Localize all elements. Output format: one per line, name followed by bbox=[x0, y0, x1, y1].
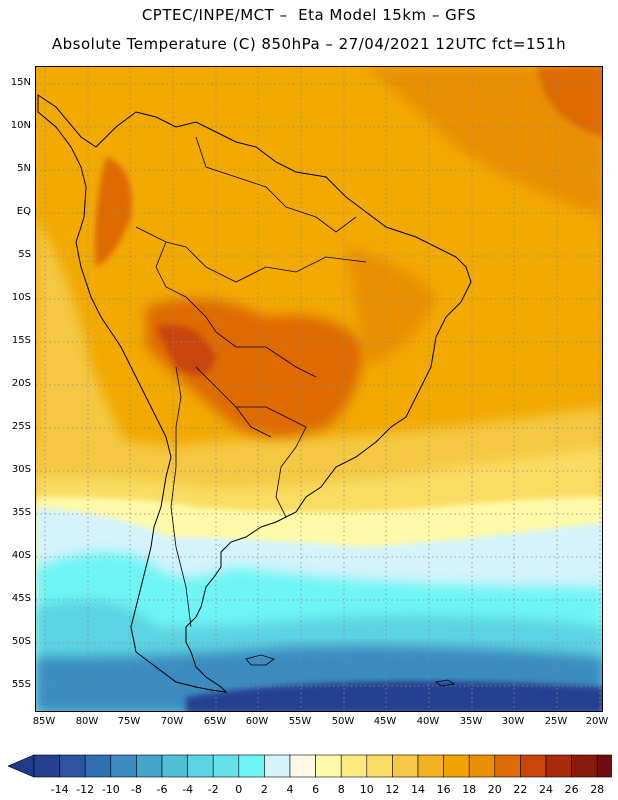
colorbar-bin bbox=[545, 754, 572, 778]
south-georgia bbox=[435, 679, 456, 687]
colorbar-bin bbox=[110, 754, 137, 778]
lon-label: 70W bbox=[160, 716, 184, 727]
lon-label: 60W bbox=[245, 716, 269, 727]
lon-label: 35W bbox=[459, 716, 483, 727]
colorbar-bin bbox=[494, 754, 521, 778]
colorbar-tick-label: 26 bbox=[564, 783, 579, 796]
colorbar-bin bbox=[33, 754, 60, 778]
colorbar-tick-label: -2 bbox=[207, 783, 219, 796]
lon-label: 85W bbox=[32, 716, 56, 727]
lat-label: 5N bbox=[17, 163, 31, 174]
field-land-hotter bbox=[156, 325, 216, 375]
lat-label: 55S bbox=[11, 679, 31, 690]
lat-label: EQ bbox=[16, 206, 31, 217]
colorbar-bin bbox=[264, 754, 291, 778]
lat-label: 30S bbox=[11, 464, 31, 475]
colorbar-tick-label: -10 bbox=[101, 783, 120, 796]
field-ne-warm bbox=[366, 67, 602, 217]
lat-label: 50S bbox=[11, 636, 31, 647]
lat-label: 10S bbox=[11, 292, 31, 303]
lat-label: 35S bbox=[11, 507, 31, 518]
colorbar-tick-label: 8 bbox=[337, 783, 345, 796]
field-pacific-mild bbox=[36, 217, 146, 487]
lat-label: 15N bbox=[10, 77, 31, 88]
colorbar-tick-label: 12 bbox=[385, 783, 400, 796]
colorbar-tick-label: -6 bbox=[156, 783, 168, 796]
colorbar-bin bbox=[366, 754, 393, 778]
map-subtitle: Absolute Temperature (C) 850hPa – 27/04/… bbox=[51, 35, 567, 53]
colorbar-tick-label: 0 bbox=[235, 783, 243, 796]
colorbar-bin bbox=[84, 754, 112, 778]
colorbar-bin bbox=[392, 754, 419, 778]
colorbar-bin bbox=[468, 754, 496, 778]
colorbar-tick-label: 2 bbox=[260, 783, 268, 796]
colorbar-bin bbox=[443, 754, 470, 778]
falkland-islands bbox=[245, 654, 275, 666]
lon-label: 40W bbox=[416, 716, 440, 727]
graticule bbox=[36, 67, 602, 711]
colorbar-tick-label: 18 bbox=[462, 783, 477, 796]
colorbar-tick-label: 14 bbox=[411, 783, 425, 796]
lat-label: 40S bbox=[11, 550, 31, 561]
lon-label: 45W bbox=[373, 716, 397, 727]
lon-label: 30W bbox=[501, 716, 525, 727]
map-title: CPTEC/INPE/MCT – Eta Model 15km – GFS bbox=[141, 6, 477, 24]
colorbar-bin bbox=[136, 754, 163, 778]
colorbar-tick-label: 24 bbox=[539, 783, 553, 796]
lon-label: 80W bbox=[75, 716, 99, 727]
colorbar-bin bbox=[315, 754, 342, 778]
lat-label: 5S bbox=[18, 249, 31, 260]
lat-label: 15S bbox=[11, 335, 31, 346]
colorbar-tick-label: 16 bbox=[436, 783, 451, 796]
temperature-field bbox=[36, 67, 602, 711]
colorbar-bin bbox=[340, 754, 368, 778]
colorbar-bin bbox=[520, 754, 547, 778]
colorbar-bin bbox=[417, 754, 444, 778]
colorbar-tick-label: 28 bbox=[590, 783, 605, 796]
colorbar-tick-label: -14 bbox=[50, 783, 69, 796]
colorbar-bin bbox=[187, 754, 214, 778]
colorbar-bin bbox=[212, 754, 240, 778]
lon-label: 65W bbox=[203, 716, 227, 727]
colorbar-bin bbox=[238, 754, 265, 778]
lon-label: 75W bbox=[117, 716, 141, 727]
country-borders bbox=[135, 136, 367, 628]
south-america-coastline bbox=[37, 94, 472, 693]
colorbar-under-arrow bbox=[8, 754, 35, 778]
colorbar-bin bbox=[289, 754, 316, 778]
colorbar-bin bbox=[59, 754, 86, 778]
colorbar-tick-label: 10 bbox=[359, 783, 374, 796]
lat-label: 45S bbox=[11, 593, 31, 604]
temperature-map bbox=[35, 66, 603, 712]
lon-label: 50W bbox=[331, 716, 355, 727]
colorbar-tick-label: 20 bbox=[487, 783, 502, 796]
colorbar-tick-label: 4 bbox=[286, 783, 294, 796]
colorbar-tick-label: -8 bbox=[130, 783, 142, 796]
lat-label: 10N bbox=[10, 120, 31, 131]
lat-label: 20S bbox=[11, 378, 31, 389]
colorbar-bin bbox=[571, 754, 598, 778]
color-scale-bar bbox=[8, 754, 612, 778]
colorbar-tick-label: 6 bbox=[312, 783, 320, 796]
field-andes-north bbox=[94, 157, 132, 267]
colorbar-bin bbox=[596, 754, 612, 778]
lon-label: 25W bbox=[544, 716, 568, 727]
colorbar-tick-label: -4 bbox=[182, 783, 194, 796]
colorbar-tick-label: 22 bbox=[513, 783, 528, 796]
field-land-hot bbox=[146, 299, 366, 437]
field-band-neg14 bbox=[186, 681, 602, 711]
lon-label: 20W bbox=[585, 716, 609, 727]
field-ne-brazil bbox=[346, 247, 436, 367]
lat-label: 25S bbox=[11, 421, 31, 432]
colorbar-tick-label: -12 bbox=[76, 783, 95, 796]
colorbar-bin bbox=[161, 754, 188, 778]
lon-label: 55W bbox=[288, 716, 312, 727]
